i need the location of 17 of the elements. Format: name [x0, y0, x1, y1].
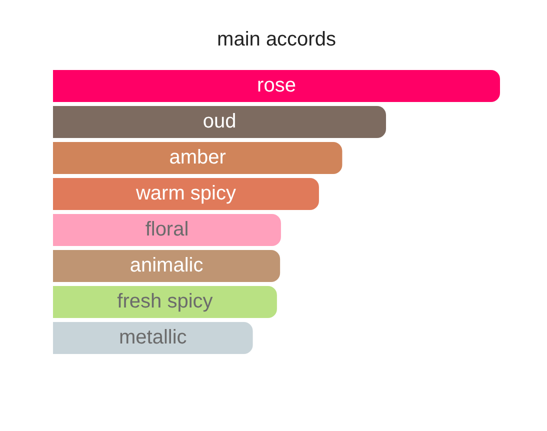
bar	[53, 70, 500, 102]
y-tick-label: oud	[202, 110, 236, 133]
bar	[53, 142, 342, 174]
y-tick-label: fresh spicy	[117, 290, 213, 313]
chart-title: main accords	[217, 28, 336, 51]
y-tick-label: metallic	[119, 326, 187, 349]
bar	[53, 286, 277, 318]
bar	[53, 214, 281, 246]
y-tick-label: warm spicy	[134, 182, 236, 205]
bar	[53, 106, 386, 138]
bar	[53, 250, 280, 282]
y-tick-label: rose	[257, 74, 296, 97]
bar	[53, 322, 253, 354]
y-tick-label: amber	[169, 146, 226, 169]
y-tick-label: animalic	[130, 254, 204, 277]
y-tick-label: floral	[145, 218, 189, 241]
bar	[53, 178, 319, 210]
